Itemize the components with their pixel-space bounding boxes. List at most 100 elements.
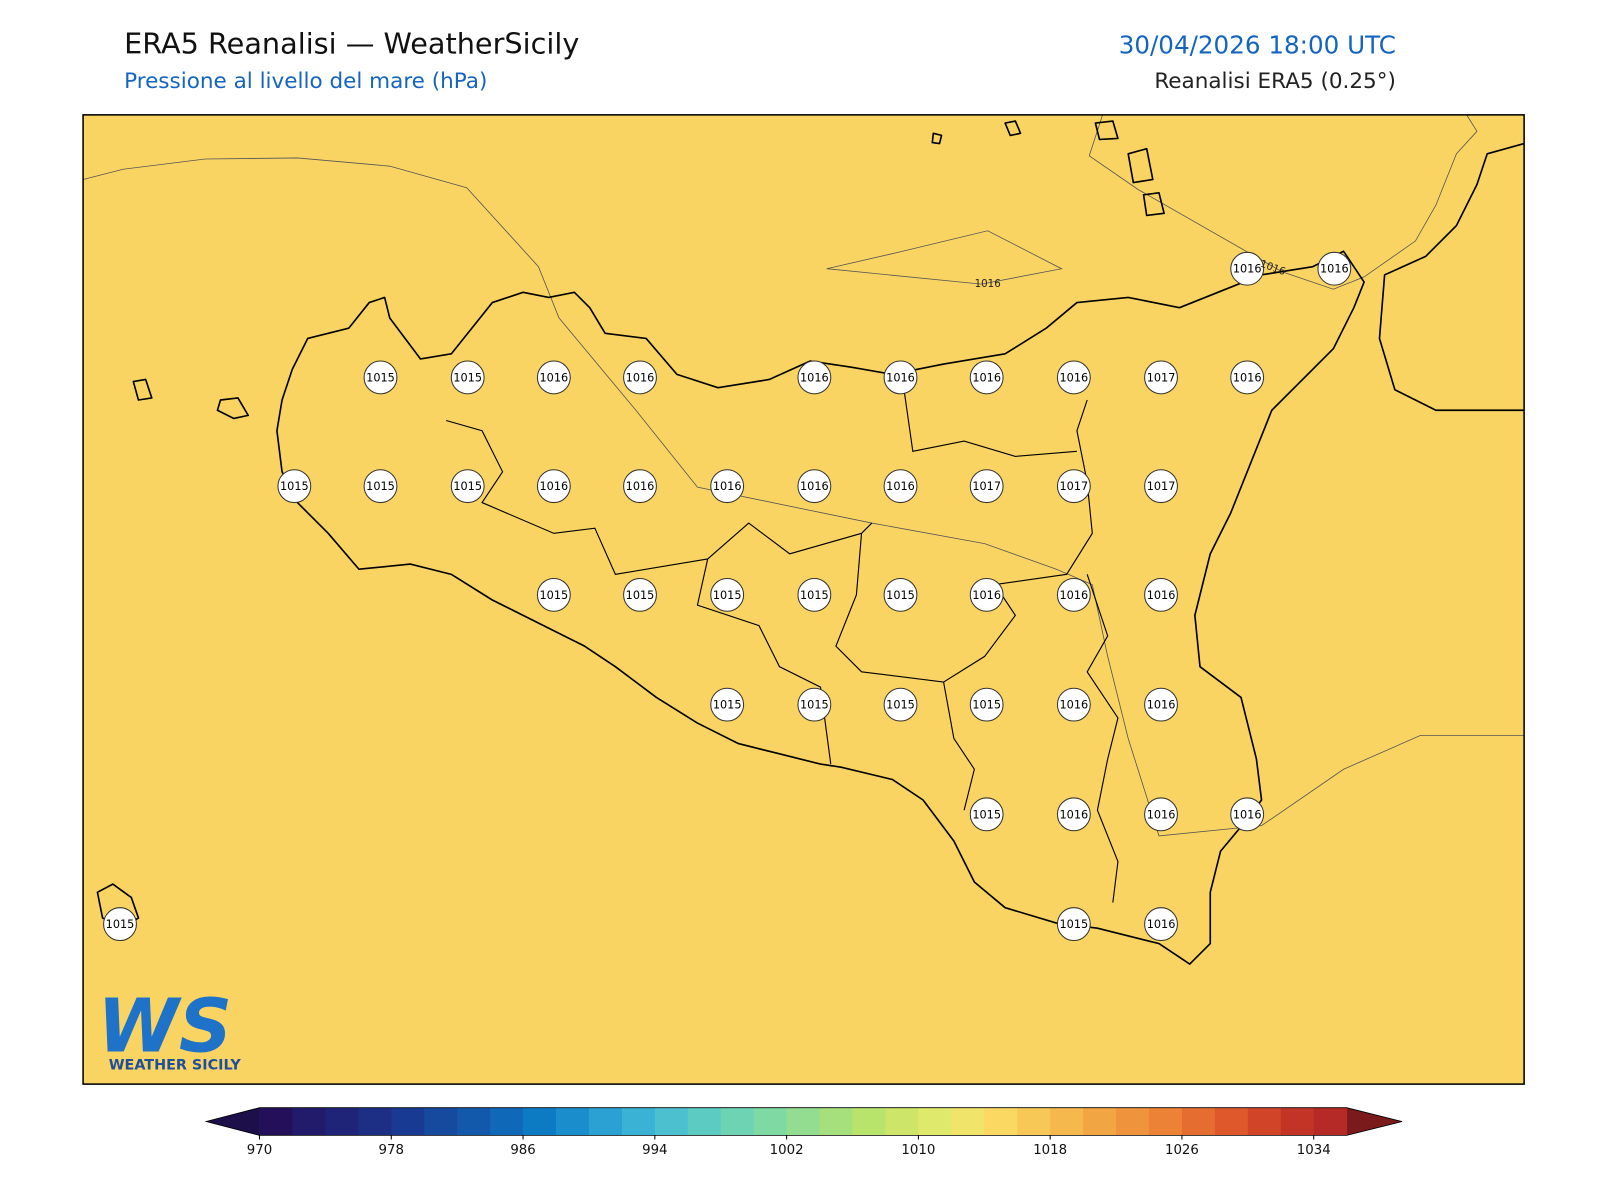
station: 1015	[883, 577, 918, 612]
station-marker	[969, 360, 1004, 395]
station-value: 1016	[972, 371, 1001, 384]
station-value: 1017	[1147, 480, 1176, 493]
station-marker	[1056, 687, 1091, 722]
logo: WS WEATHER SICILY	[97, 983, 241, 1073]
station-marker	[536, 469, 571, 504]
station: 1015	[883, 687, 918, 722]
station: 1015	[450, 469, 485, 504]
colorbar-swatch	[259, 1107, 293, 1136]
station: 1017	[969, 469, 1004, 504]
field-low	[826, 230, 1063, 285]
station: 1016	[1144, 687, 1178, 722]
station-value: 1016	[972, 589, 1001, 602]
colorbar-swatch	[325, 1107, 359, 1136]
station-marker	[1144, 577, 1178, 612]
station-marker	[623, 469, 657, 504]
colorbar-swatch	[951, 1107, 985, 1136]
colorbar-swatch	[457, 1107, 491, 1136]
colorbar-swatch	[984, 1107, 1018, 1136]
station-marker	[1056, 797, 1091, 832]
island	[96, 120, 1165, 930]
station-value: 1015	[626, 589, 655, 602]
station: 1015	[1056, 907, 1091, 942]
station-marker	[797, 687, 832, 722]
colorbar-swatch	[588, 1107, 623, 1136]
station: 1015	[363, 469, 398, 504]
colorbar-extend-low	[206, 1107, 260, 1136]
colorbar-tick-label: 986	[510, 1143, 535, 1158]
station-value: 1015	[972, 699, 1001, 712]
colorbar-swatch	[753, 1107, 788, 1136]
province-border	[445, 379, 1119, 903]
station-marker	[883, 360, 918, 395]
colorbar-tick-label: 994	[642, 1143, 667, 1158]
station: 1017	[1144, 360, 1178, 395]
station-value: 1016	[1147, 589, 1176, 602]
station: 1016	[797, 469, 832, 504]
station-marker	[623, 360, 657, 395]
colorbar-swatch	[1181, 1107, 1216, 1136]
station-marker	[1056, 469, 1091, 504]
station-marker	[450, 360, 485, 395]
station-value: 1017	[1060, 480, 1089, 493]
station-marker	[969, 469, 1004, 504]
station: 1016	[883, 360, 918, 395]
station-marker	[623, 577, 657, 612]
colorbar-swatch	[918, 1107, 952, 1136]
station: 1016	[1056, 360, 1091, 395]
colorbar-extend-high	[1346, 1107, 1403, 1136]
station-value: 1016	[540, 371, 569, 384]
station-marker	[1144, 469, 1178, 504]
colorbar-swatch	[621, 1107, 656, 1136]
colorbar-swatch	[424, 1107, 458, 1136]
station-value: 1015	[713, 699, 742, 712]
field-high	[83, 114, 1525, 837]
colorbar-swatch	[1313, 1107, 1348, 1136]
station: 1015	[623, 577, 657, 612]
station-value: 1015	[886, 589, 915, 602]
colorbar: 970 978 986 994 1002 1010 1018 1026 1034	[204, 1107, 1403, 1158]
colorbar-swatch	[1083, 1107, 1117, 1136]
station-value: 1016	[1060, 808, 1089, 821]
colorbar-swatch	[1214, 1107, 1249, 1136]
colorbar-swatch	[555, 1107, 590, 1136]
station-value: 1016	[1147, 918, 1176, 931]
station-marker	[1056, 907, 1091, 942]
station: 1015	[710, 577, 745, 612]
colorbar-swatch	[786, 1107, 821, 1136]
station: 1016	[1144, 577, 1178, 612]
station-marker	[797, 360, 832, 395]
colorbar-swatch	[1116, 1107, 1150, 1136]
station-marker	[969, 797, 1004, 832]
station-value: 1015	[366, 371, 395, 384]
station-value: 1015	[106, 918, 135, 931]
station-value: 1015	[886, 699, 915, 712]
station-value: 1016	[1320, 263, 1349, 276]
colorbar-swatch	[819, 1107, 854, 1136]
station: 1016	[536, 360, 571, 395]
station: 1015	[797, 687, 832, 722]
station-value: 1016	[1147, 699, 1176, 712]
station: 1015	[536, 577, 571, 612]
station-value: 1015	[1060, 918, 1089, 931]
colorbar-tick-label: 1034	[1297, 1143, 1331, 1158]
station: 1016	[1056, 577, 1091, 612]
colorbar-tick-label: 978	[379, 1143, 404, 1158]
station: 1016	[623, 469, 657, 504]
colorbar-swatch	[391, 1107, 425, 1136]
station-value: 1016	[800, 371, 829, 384]
station-value: 1016	[713, 480, 742, 493]
station: 1016	[969, 360, 1004, 395]
station-marker	[1056, 577, 1091, 612]
station: 1015	[363, 360, 398, 395]
station-marker	[797, 469, 832, 504]
station-marker	[1317, 251, 1352, 286]
station-value: 1017	[1147, 371, 1176, 384]
station: 1016	[1144, 797, 1178, 832]
station-value: 1016	[1147, 808, 1176, 821]
station: 1015	[969, 687, 1004, 722]
station: 1016	[536, 469, 571, 504]
station-value: 1016	[886, 371, 915, 384]
map: 1016 1016 1015 1015 1016 1016 1016 1016 1016 1016…	[82, 114, 1525, 1085]
